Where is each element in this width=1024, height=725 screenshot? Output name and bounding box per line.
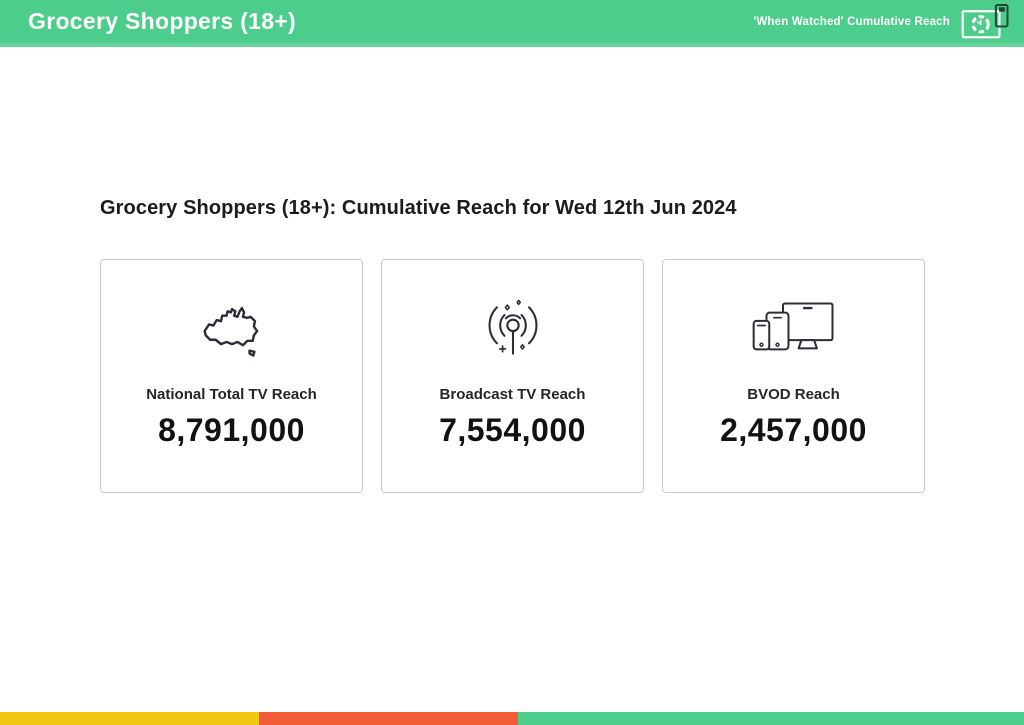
card-icon-wrap: [751, 294, 837, 368]
report-type-label: 'When Watched' Cumulative Reach: [753, 15, 950, 28]
card-icon-wrap: [197, 294, 267, 368]
footer-green-segment: [518, 712, 1024, 725]
header-right-group: 'When Watched' Cumulative Reach: [753, 2, 1012, 42]
broadcast-signal-icon: [488, 299, 537, 355]
kpi-value: 7,554,000: [439, 412, 586, 448]
card-icon-wrap: [479, 294, 547, 368]
kpi-card-national-total-tv: National Total TV Reach 8,791,000: [100, 259, 363, 493]
footer-color-bar: [0, 712, 1024, 725]
report-heading: Grocery Shoppers (18+): Cumulative Reach…: [100, 197, 737, 219]
kpi-value: 2,457,000: [720, 412, 867, 448]
australia-map-icon: [202, 306, 258, 357]
multi-device-icon: [752, 302, 834, 351]
kpi-label: BVOD Reach: [747, 386, 840, 403]
kpi-cards-row: National Total TV Reach 8,791,000 Broadc…: [100, 259, 925, 493]
footer-red-segment: [259, 712, 518, 725]
kpi-card-broadcast-tv: Broadcast TV Reach 7,554,000: [381, 259, 644, 493]
footer-yellow-segment: [0, 712, 259, 725]
kpi-label: Broadcast TV Reach: [439, 386, 586, 403]
header-bar: Grocery Shoppers (18+) 'When Watched' Cu…: [0, 0, 1024, 47]
kpi-card-bvod: BVOD Reach 2,457,000: [662, 259, 925, 493]
tv-clock-phone-logo-icon: [961, 3, 1009, 38]
kpi-label: National Total TV Reach: [146, 386, 317, 403]
page-title: Grocery Shoppers (18+): [28, 8, 297, 34]
kpi-value: 8,791,000: [158, 412, 305, 448]
